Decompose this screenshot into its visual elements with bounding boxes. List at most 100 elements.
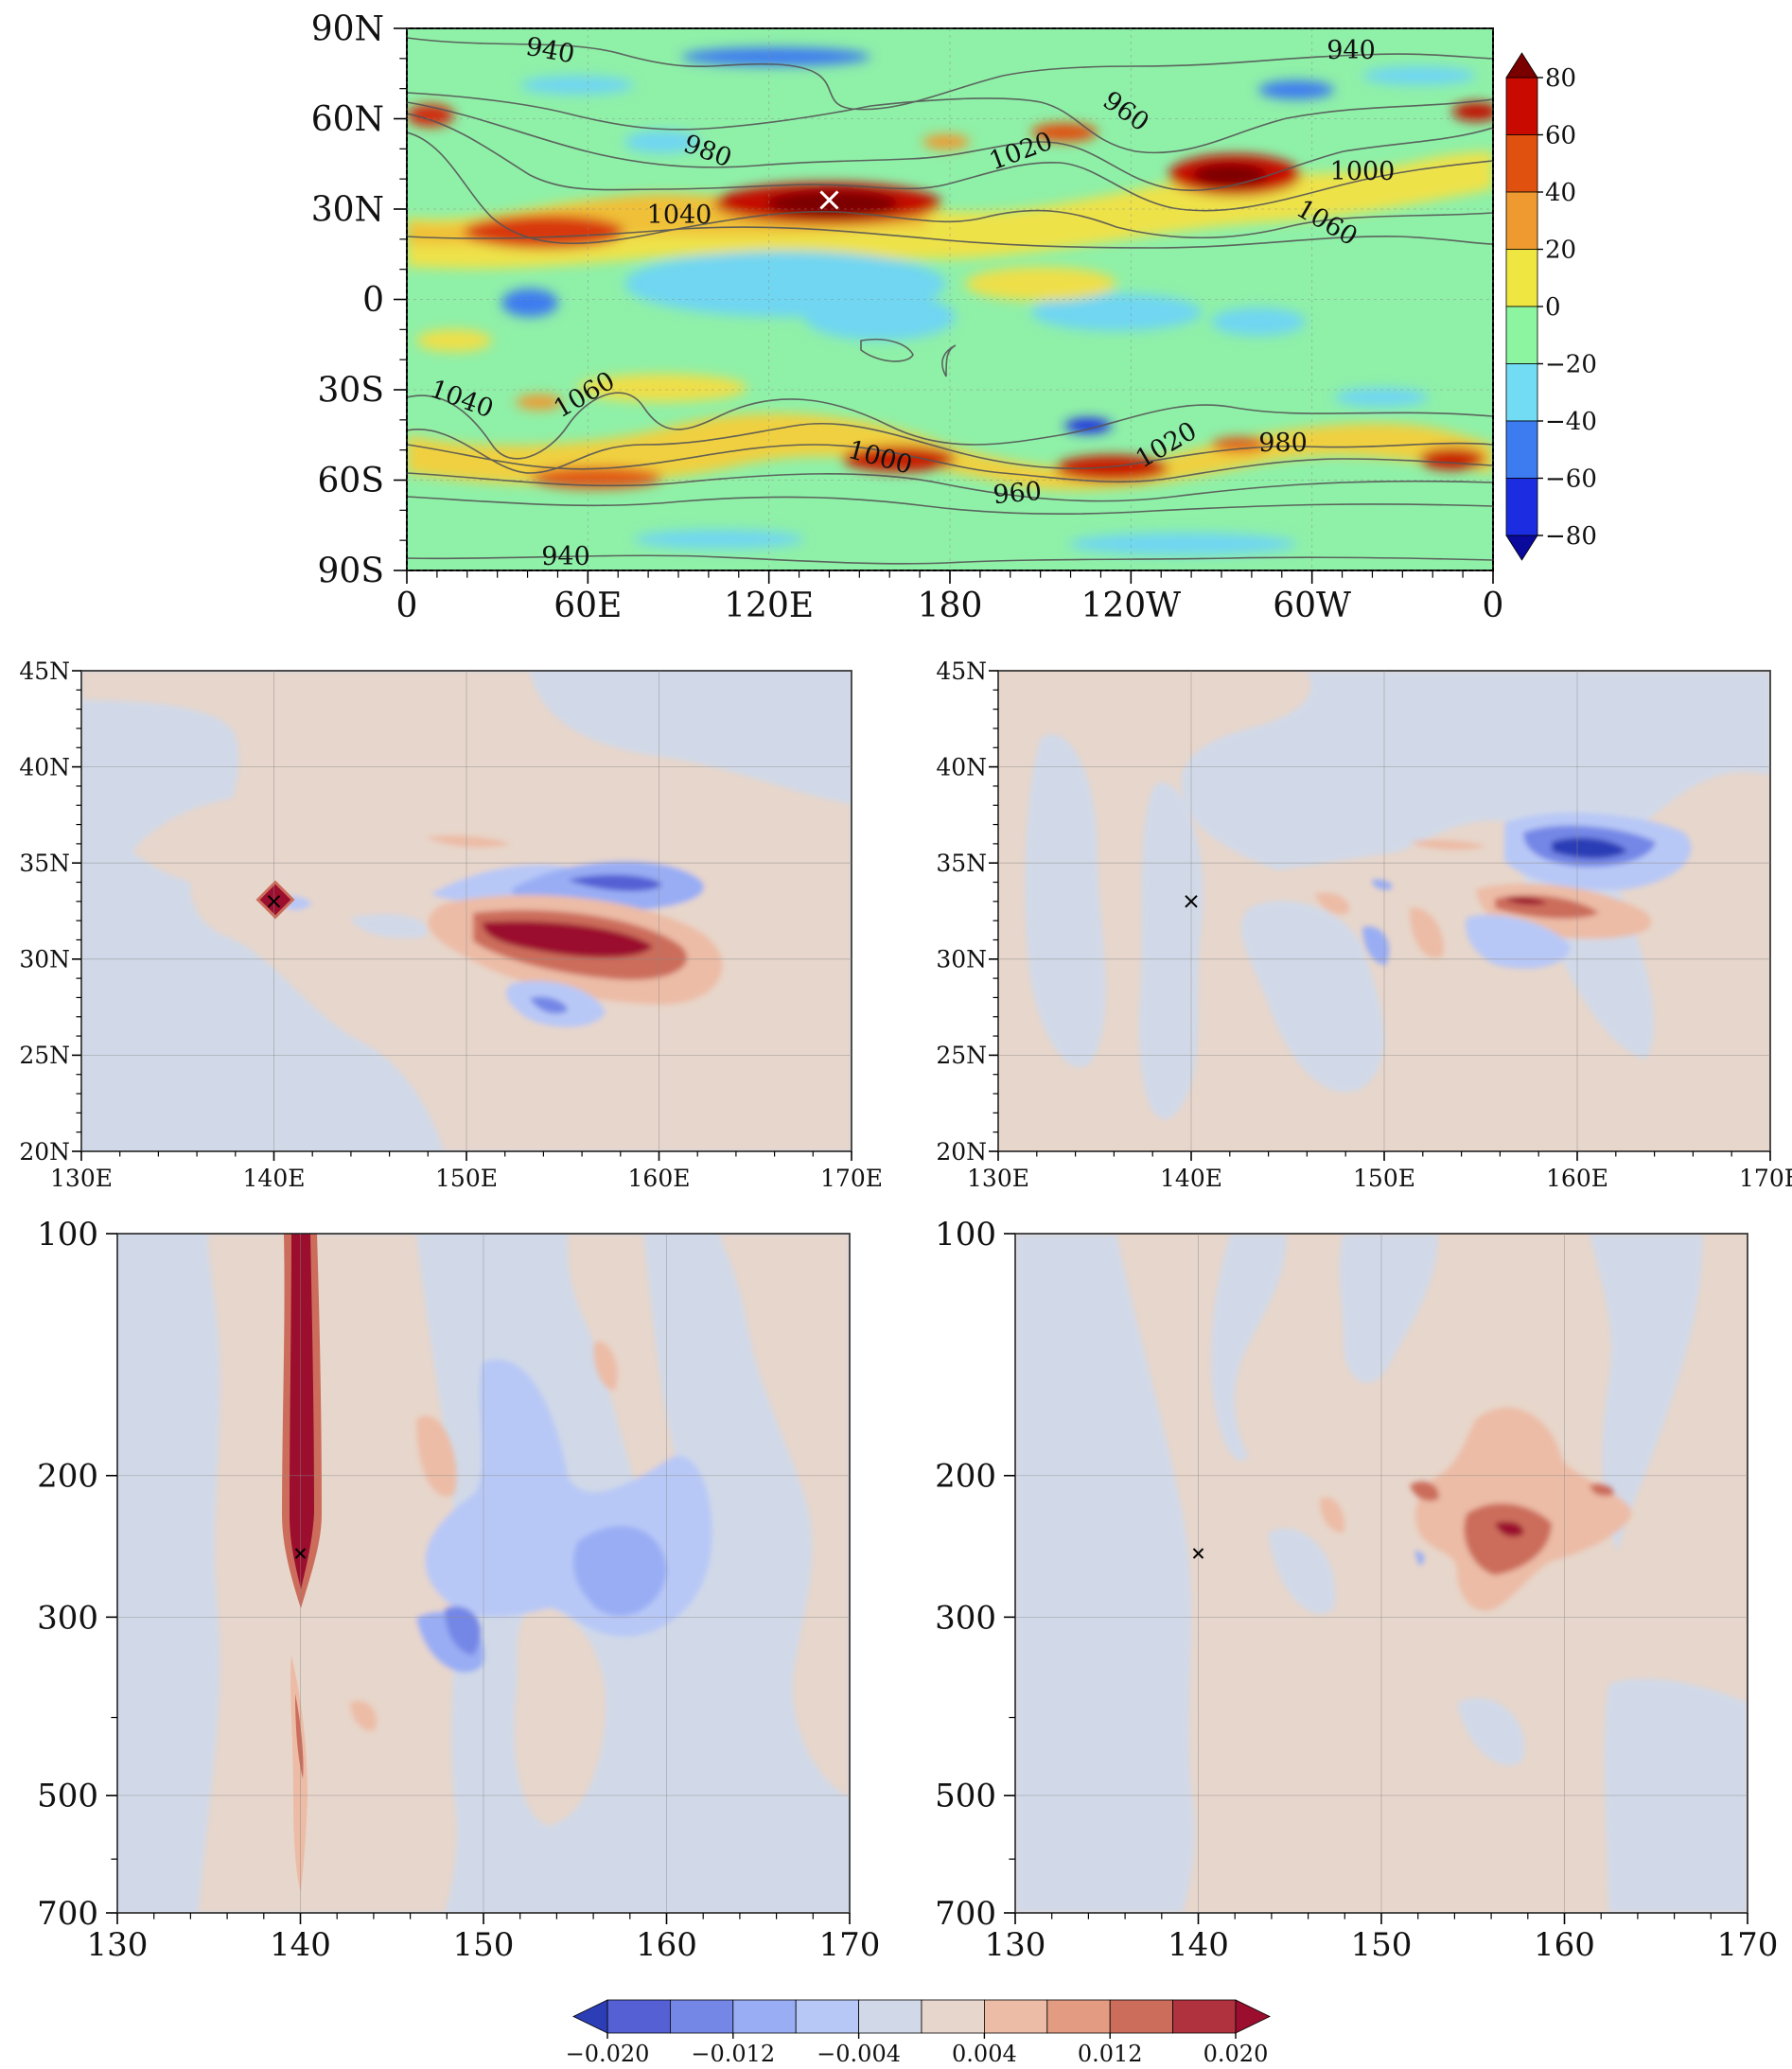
map-left-gridlines [80,670,852,1152]
section-right-x-ticks: 130 140 150 160 170 [985,1913,1779,1964]
section-right-panel: 130 140 150 160 170 100 200 300 500 700 [935,1216,1778,1964]
y-tick-label: 40N [936,753,987,780]
contour-label: 940 [1326,36,1376,65]
x-tick-label: 150 [1351,1926,1413,1964]
y-tick-label: 60N [311,100,384,139]
colorbar-tick-label: −60 [1545,465,1597,494]
y-tick-label: 300 [935,1599,996,1637]
y-tick-label: 30S [318,372,384,411]
map-right-x-ticks: 130E 140E 150E 160E 170E [967,1151,1792,1192]
x-tick-label: 160 [636,1926,697,1964]
y-tick-label: 30N [311,191,384,230]
colorbar-segment [858,1999,922,2034]
y-tick-label: 300 [37,1599,98,1637]
x-tick-label: 140E [243,1165,306,1192]
colorbar-segment [732,1999,797,2034]
map-right-panel: 130E 140E 150E 160E 170E 45N 40N 35N 30N 25N 20N [936,658,1792,1192]
x-tick-label: 60W [1273,587,1351,625]
colorbar-segment [1172,1999,1237,2034]
x-tick-label: 170 [1717,1926,1779,1964]
colorbar-tick-label: 0 [1545,293,1561,322]
x-tick-label: 130 [87,1926,149,1964]
y-tick-label: 30N [936,946,987,973]
x-tick-label: 170 [819,1926,881,1964]
map-left-marker [267,895,281,908]
x-tick-label: 0 [1483,587,1504,625]
x-tick-label: 170E [820,1165,883,1192]
marker-stroke [267,895,281,908]
y-tick-label: 500 [935,1778,996,1815]
y-tick-label: 20N [936,1138,987,1166]
y-tick-label: 35N [19,850,70,877]
colorbar-segment [1505,191,1538,250]
global-map-colorbar: 80 60 40 20 0 −20 −40 −60 −80 [1505,52,1597,561]
x-tick-label: 140E [1160,1165,1222,1192]
marker-stroke [819,190,839,210]
x-tick-label: 150 [453,1926,515,1964]
x-tick-label: 180 [918,587,983,625]
x-tick-label: 120W [1080,587,1181,625]
map-left-x-ticks: 130E 140E 150E 160E 170E [50,1151,883,1192]
colorbar-segment [795,1999,860,2034]
colorbar-segment [606,1999,671,2034]
contour-label: 960 [992,477,1043,510]
y-tick-label: 0 [362,281,384,320]
colorbar-segment [1505,478,1538,536]
colorbar-tick-label: −0.012 [691,2041,775,2065]
y-tick-label: 20N [19,1138,70,1166]
y-tick-label: 700 [935,1895,996,1933]
colorbar-segment [1505,420,1538,479]
colorbar-tick-label: −0.020 [566,2041,650,2065]
section-right-y-ticks: 100 200 300 500 700 [935,1216,1015,1933]
section-right-gridlines [1014,1233,1748,1914]
x-tick-label: 60E [553,587,622,625]
x-tick-label: 140 [1168,1926,1229,1964]
colorbar-segment [1046,1999,1111,2034]
colorbar-segment [1109,1999,1173,2034]
colorbar-segment [670,1999,734,2034]
section-left-x-ticks: 130 140 150 160 170 [87,1913,881,1964]
x-tick-label: 160E [1546,1165,1608,1192]
map-left-y-ticks: 45N 40N 35N 30N 25N 20N [19,658,81,1166]
y-tick-label: 100 [935,1216,996,1254]
y-tick-label: 45N [19,658,70,685]
section-left-field [117,1234,850,1913]
contour-label: 940 [541,542,590,571]
y-tick-label: 45N [936,658,987,685]
colorbar-extend-right [1235,1999,1271,2034]
section-left-panel: 130 140 150 160 170 100 200 300 500 700 [37,1216,881,1964]
colorbar-extend-bottom [1505,535,1538,561]
x-tick-label: 0 [396,587,418,625]
map-left-panel: 130E 140E 150E 160E 170E 45N 40N 35N 30N 25N 20N [19,658,883,1192]
shared-colorbar: −0.020 −0.012 −0.004 0.004 0.012 0.020 [566,1999,1271,2067]
x-tick-label: 130E [50,1165,113,1192]
y-tick-label: 60S [318,462,384,500]
x-tick-label: 160 [1534,1926,1595,1964]
map-right-marker [1185,895,1198,908]
x-tick-label: 150E [1353,1165,1415,1192]
section-left-marker [294,1548,307,1559]
colorbar-tick-label: 0.004 [952,2041,1017,2065]
colorbar-segment [1505,249,1538,307]
y-tick-label: 700 [37,1895,98,1933]
marker-stroke [1192,1548,1204,1559]
colorbar-segment [1505,306,1538,364]
y-tick-label: 200 [935,1458,996,1496]
colorbar-extend-left [572,1999,608,2034]
y-tick-label: 25N [936,1042,987,1069]
contour-label: 1000 [1330,157,1396,186]
colorbar-segment [1505,134,1538,193]
contour-label: 980 [1258,429,1308,458]
section-right-marker [1192,1548,1204,1559]
colorbar-segment [1505,77,1538,135]
section-left-y-ticks: 100 200 300 500 700 [37,1216,117,1933]
colorbar-extend-top [1505,52,1538,79]
colorbar-tick-label: −80 [1545,522,1597,551]
colorbar-segment [921,1999,985,2034]
colorbar-tick-label: 20 [1545,237,1576,265]
global-map-marker [819,190,839,210]
y-tick-label: 40N [19,753,70,780]
x-tick-label: 130 [985,1926,1046,1964]
y-tick-label: 500 [37,1778,98,1815]
